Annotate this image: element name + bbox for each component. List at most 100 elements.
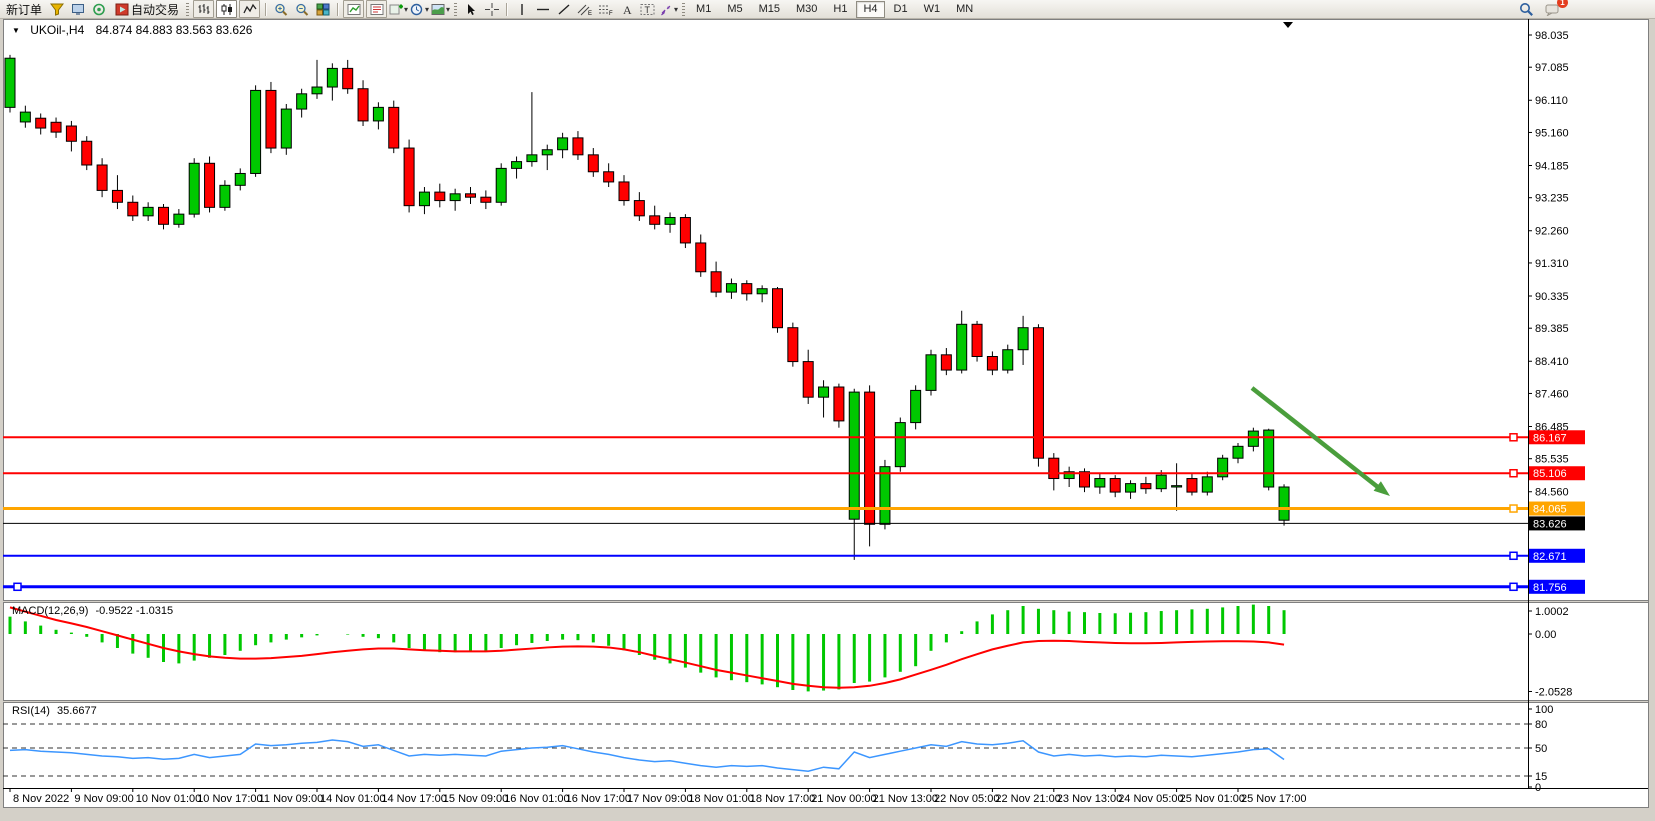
funnel-icon[interactable] bbox=[47, 1, 66, 17]
tf-button-D1[interactable]: D1 bbox=[893, 3, 908, 15]
horizontal-price-lines[interactable] bbox=[3, 433, 1528, 592]
tile-windows-icon[interactable] bbox=[313, 1, 332, 17]
line-handle[interactable] bbox=[1509, 468, 1518, 478]
svg-text:A: A bbox=[623, 3, 632, 16]
svg-text:0.00: 0.00 bbox=[1535, 629, 1556, 641]
svg-text:T: T bbox=[645, 5, 651, 15]
svg-text:25 Nov 17:00: 25 Nov 17:00 bbox=[1241, 793, 1306, 805]
autotrading-label: 自动交易 bbox=[131, 2, 180, 17]
price-tag-83.626[interactable] bbox=[1529, 516, 1585, 531]
svg-text:90.335: 90.335 bbox=[1535, 291, 1569, 303]
notifications-icon[interactable]: 1 bbox=[1543, 0, 1568, 17]
toolbar-separator bbox=[265, 2, 267, 16]
svg-text:91.310: 91.310 bbox=[1535, 258, 1569, 270]
price-tag-85.106[interactable] bbox=[1529, 466, 1585, 481]
svg-text:11 Nov 09:00: 11 Nov 09:00 bbox=[259, 793, 324, 805]
svg-text:97.085: 97.085 bbox=[1535, 62, 1569, 74]
toolbar-grip[interactable] bbox=[682, 2, 686, 16]
svg-text:1.0002: 1.0002 bbox=[1535, 606, 1569, 618]
toolbar-grip[interactable] bbox=[186, 2, 190, 16]
svg-text:96.110: 96.110 bbox=[1535, 95, 1568, 107]
candles bbox=[4, 54, 1290, 560]
svg-text:15 Nov 09:00: 15 Nov 09:00 bbox=[443, 793, 508, 805]
tf-button-M1[interactable]: M1 bbox=[696, 3, 712, 15]
arrows-icon[interactable]: ▾ bbox=[659, 1, 678, 17]
horizontal-line-icon[interactable] bbox=[533, 1, 552, 17]
add-indicator-icon[interactable]: ▾ bbox=[389, 1, 408, 17]
notification-badge: 1 bbox=[1557, 0, 1568, 8]
template-icon[interactable] bbox=[366, 0, 388, 18]
bar-chart-icon[interactable] bbox=[193, 0, 215, 18]
toolbar-separator bbox=[506, 2, 508, 16]
svg-text:17 Nov 09:00: 17 Nov 09:00 bbox=[627, 793, 692, 805]
zoom-out-icon[interactable] bbox=[292, 1, 311, 17]
chevron-down-icon: ▾ bbox=[404, 4, 409, 14]
tf-button-H1[interactable]: H1 bbox=[833, 3, 848, 15]
market-watch-icon[interactable] bbox=[68, 1, 87, 17]
tf-button-M30[interactable]: M30 bbox=[796, 3, 818, 15]
fibonacci-icon[interactable]: F bbox=[596, 1, 615, 17]
price-tag-82.671[interactable] bbox=[1529, 548, 1585, 563]
chart-shift-marker-icon[interactable] bbox=[1283, 22, 1293, 28]
rsi-indicator-label: RSI(14) 35.6677 bbox=[12, 705, 97, 717]
text-label-icon[interactable]: T bbox=[638, 1, 657, 17]
svg-text:15: 15 bbox=[1535, 771, 1547, 783]
main-toolbar: 新订单 自动交易 ▾ ▾ bbox=[0, 0, 1655, 19]
price-axis[interactable]: 98.035 97.085 96.110 95.160 94.185 93.235 92.2… bbox=[1528, 30, 1569, 499]
svg-text:88.410: 88.410 bbox=[1535, 356, 1569, 368]
price-tag-81.756[interactable] bbox=[1529, 579, 1585, 594]
svg-text:89.385: 89.385 bbox=[1535, 323, 1569, 335]
chart-ohlc-values: 84.874 84.883 83.563 83.626 bbox=[95, 23, 253, 37]
chart-title-caret-icon[interactable]: ▼ bbox=[12, 26, 20, 35]
indicator-axes: 1.0002 0.00 -2.0528 100 80 50 150 bbox=[1528, 606, 1572, 794]
line-handle[interactable] bbox=[1509, 504, 1518, 513]
chevron-down-icon: ▾ bbox=[674, 4, 679, 14]
price-tag-86.167[interactable] bbox=[1529, 430, 1585, 445]
svg-text:95.160: 95.160 bbox=[1535, 127, 1569, 139]
trendline-icon[interactable] bbox=[554, 1, 573, 17]
svg-text:83.626: 83.626 bbox=[1533, 518, 1567, 530]
svg-text:8 Nov 2022: 8 Nov 2022 bbox=[13, 793, 69, 805]
line-handle[interactable] bbox=[1509, 433, 1518, 442]
rsi-value: 35.6677 bbox=[56, 705, 97, 717]
period-icon[interactable]: ▾ bbox=[410, 1, 429, 17]
line-chart-icon[interactable] bbox=[239, 0, 261, 18]
crosshair-icon[interactable] bbox=[482, 1, 501, 17]
tf-button-H4[interactable]: H4 bbox=[856, 0, 885, 18]
new-order-button[interactable]: 新订单 bbox=[6, 2, 43, 17]
svg-text:84.560: 84.560 bbox=[1535, 487, 1569, 499]
line-handle[interactable] bbox=[1509, 551, 1518, 561]
autotrading-button[interactable]: 自动交易 bbox=[109, 1, 183, 17]
vertical-line-icon[interactable] bbox=[512, 1, 531, 17]
trend-arrow-annotation[interactable] bbox=[1250, 386, 1390, 496]
svg-text:82.671: 82.671 bbox=[1533, 551, 1567, 563]
price-tags[interactable]: 86.167 85.106 84.065 83.626 82.671 81.756 bbox=[1529, 430, 1585, 594]
tf-button-W1[interactable]: W1 bbox=[923, 3, 941, 15]
signal-icon[interactable] bbox=[89, 1, 108, 17]
candlestick-chart-icon[interactable] bbox=[216, 0, 238, 18]
cursor-icon[interactable] bbox=[461, 1, 480, 17]
tf-button-M15[interactable]: M15 bbox=[758, 3, 780, 15]
svg-text:94.185: 94.185 bbox=[1535, 160, 1569, 172]
svg-text:81.756: 81.756 bbox=[1533, 582, 1567, 594]
svg-text:50: 50 bbox=[1535, 743, 1547, 755]
indicator-window-icon[interactable] bbox=[343, 0, 365, 18]
tf-button-M5[interactable]: M5 bbox=[727, 3, 743, 15]
svg-text:E: E bbox=[588, 11, 592, 16]
price-tag-84.065[interactable] bbox=[1529, 501, 1585, 516]
line-handle[interactable] bbox=[1509, 582, 1518, 592]
chart-colors-icon[interactable]: ▾ bbox=[431, 1, 450, 17]
equidistant-channel-icon[interactable]: E bbox=[575, 1, 594, 17]
toolbar-grip[interactable] bbox=[454, 2, 458, 16]
text-icon[interactable]: A bbox=[617, 1, 636, 17]
tf-button-MN[interactable]: MN bbox=[956, 3, 974, 15]
zoom-in-icon[interactable] bbox=[271, 1, 290, 17]
svg-text:10 Nov 01:00: 10 Nov 01:00 bbox=[136, 793, 201, 805]
svg-text:14 Nov 17:00: 14 Nov 17:00 bbox=[381, 793, 446, 805]
svg-text:87.460: 87.460 bbox=[1535, 388, 1569, 400]
line-handle[interactable] bbox=[13, 582, 22, 592]
search-icon[interactable] bbox=[1517, 1, 1536, 17]
svg-text:100: 100 bbox=[1535, 704, 1553, 716]
